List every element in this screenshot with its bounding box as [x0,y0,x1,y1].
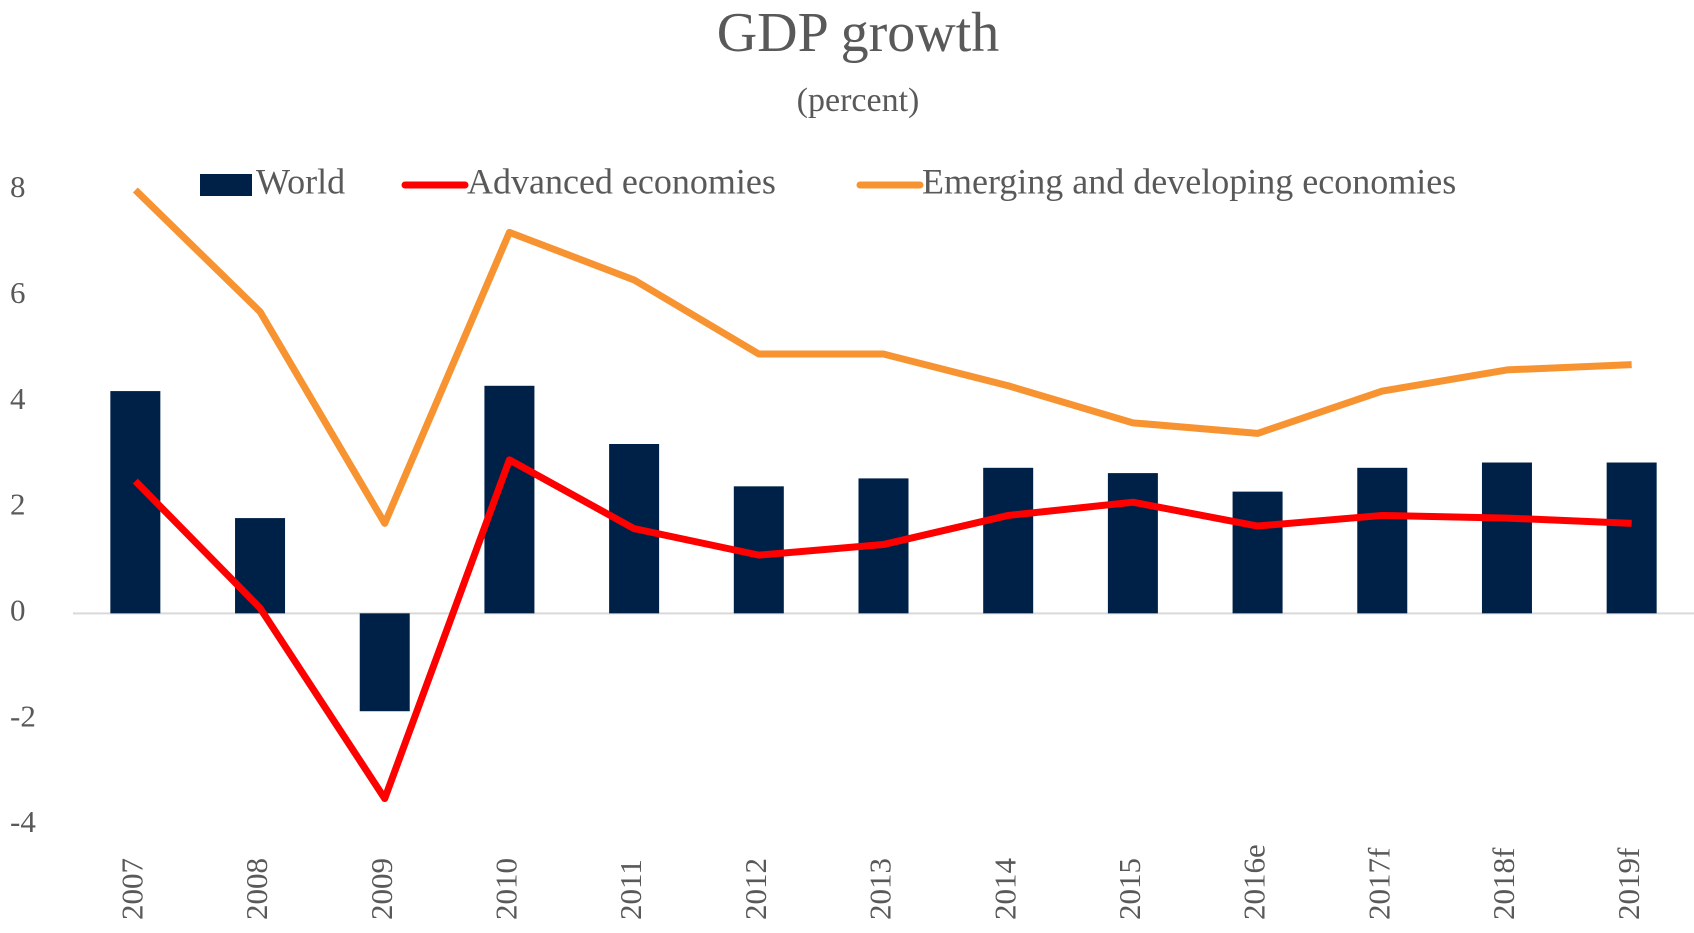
x-tick-label: 2016e [1237,844,1272,920]
x-tick-label: 2018f [1486,847,1521,920]
legend-label: Emerging and developing economies [922,161,1456,201]
y-tick-label: 6 [10,275,26,310]
line [132,456,1632,803]
bar [1357,467,1408,614]
y-tick-label: 0 [10,592,26,627]
x-tick-label: 2019f [1611,847,1646,920]
bar [1606,462,1657,614]
x-tick-label: 2014 [987,857,1022,920]
bar [359,613,410,712]
x-tick-label: 2009 [364,858,399,920]
y-tick-label: -4 [10,804,36,839]
y-tick-label: 2 [10,487,26,522]
y-tick-label: 8 [10,169,26,204]
bar [235,518,286,614]
chart-title: GDP growth [717,2,1000,64]
x-tick-label: 2012 [738,858,773,920]
x-tick-label: 2015 [1112,858,1147,920]
y-tick-label: -2 [10,698,36,733]
x-tick-label: 2013 [863,858,898,920]
bar [1481,462,1532,614]
x-tick-label: 2008 [239,858,274,920]
x-tick-label: 2007 [114,858,149,920]
legend-swatch [200,174,252,196]
x-tick-label: 2010 [489,858,524,920]
y-tick-label: 4 [10,381,26,416]
x-tick-label: 2011 [613,859,648,920]
bar [1232,491,1283,614]
legend-label: World [256,161,345,201]
legend-label: Advanced economies [467,161,776,201]
x-tick-label: 2017f [1361,847,1396,920]
bar [983,467,1034,614]
bar [1107,473,1158,614]
line [132,187,1632,527]
chart-subtitle: (percent) [797,82,920,119]
